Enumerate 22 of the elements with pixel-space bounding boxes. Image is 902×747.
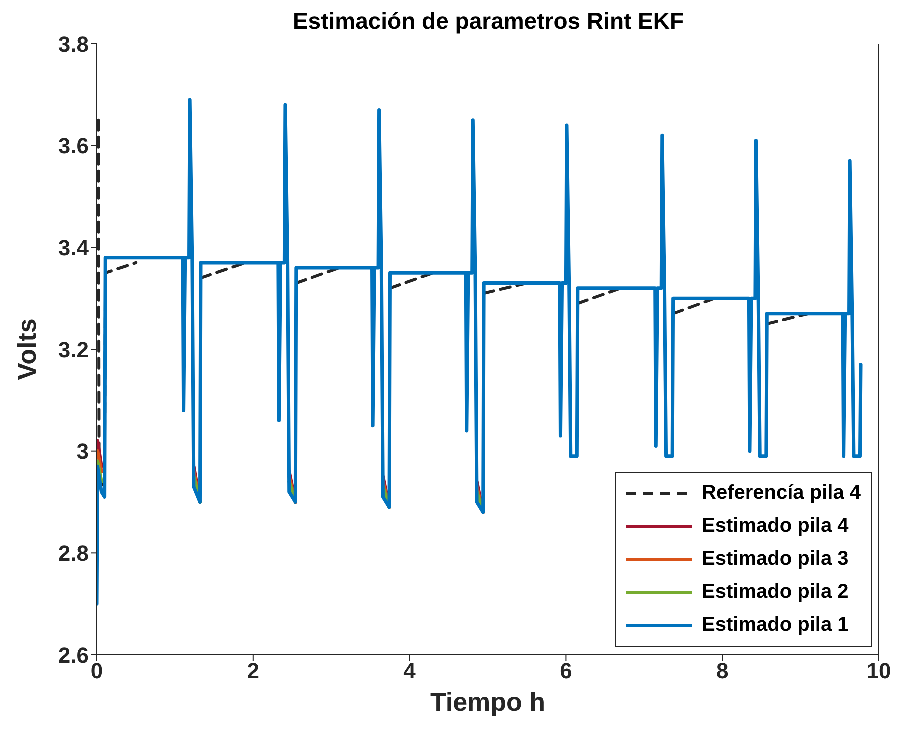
y-axis-title: Volts xyxy=(12,318,42,380)
y-tick-label: 2.8 xyxy=(58,540,89,566)
x-tick-label: 4 xyxy=(404,658,417,684)
chart-title: Estimación de parametros Rint EKF xyxy=(292,8,686,35)
legend-label: Estimado pila 4 xyxy=(702,515,849,538)
y-tick-label: 3.4 xyxy=(58,235,90,260)
legend-label: Estimado pila 2 xyxy=(702,581,849,604)
x-tick-label: 10 xyxy=(866,658,892,684)
x-tick-label: 2 xyxy=(247,658,260,684)
y-tick-label: 2.6 xyxy=(58,642,89,668)
x-tick-label: 0 xyxy=(90,658,104,684)
legend-label: Referencía pila 4 xyxy=(702,482,861,505)
y-tick-label: 3.8 xyxy=(58,32,89,57)
x-tick-label: 6 xyxy=(560,658,572,684)
legend-label: Estimado pila 1 xyxy=(702,614,849,637)
y-tick-label: 3.6 xyxy=(58,134,89,159)
legend-label: Estimado pila 3 xyxy=(702,548,849,571)
y-tick-label: 3.2 xyxy=(58,337,89,362)
y-tick-label: 3 xyxy=(76,439,89,464)
x-tick-label: 8 xyxy=(716,658,729,684)
x-axis-title: Tiempo h xyxy=(430,687,546,717)
line-series xyxy=(97,98,863,606)
